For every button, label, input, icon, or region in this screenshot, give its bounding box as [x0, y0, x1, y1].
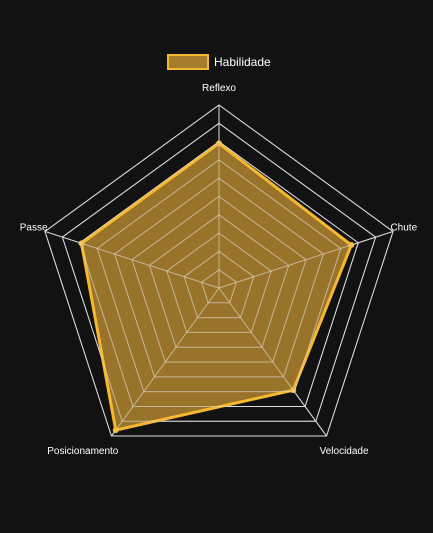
spoke-overlay-passe	[44, 230, 220, 289]
axis-labels: Reflexo Chute Velocidade Posicionamento Pass…	[20, 83, 418, 457]
grid-ring-overlay-1	[201, 269, 237, 304]
spoke-overlay-chute	[218, 230, 394, 289]
grid-ring-overlay-7	[96, 159, 342, 393]
grid-ring-overlay-9	[61, 122, 377, 422]
axis-label-passe: Passe	[20, 223, 48, 234]
spoke-overlay-velocidade	[218, 287, 327, 437]
legend-swatch-habilidade[interactable]	[167, 54, 209, 70]
grid-ring-overlay-10	[44, 104, 394, 437]
axis-label-posicionamento: Posicionamento	[47, 446, 119, 457]
grid-ring-overlay-8	[79, 140, 359, 407]
legend-label-habilidade[interactable]: Habilidade	[214, 55, 271, 69]
axis-label-reflexo: Reflexo	[202, 83, 236, 94]
grid-ring-overlay-2	[183, 250, 255, 319]
grid-ring-overlay-5	[131, 195, 307, 363]
grid-ring-overlay-3	[166, 232, 272, 333]
legend[interactable]: Habilidade	[167, 54, 271, 70]
grid-ring-overlay-6	[113, 177, 325, 378]
spoke-overlay-posicionamento	[111, 287, 220, 437]
axis-label-velocidade: Velocidade	[320, 446, 369, 457]
grid-ring-overlay-4	[148, 214, 290, 348]
axis-label-chute: Chute	[390, 223, 417, 234]
series-layer	[44, 104, 394, 437]
